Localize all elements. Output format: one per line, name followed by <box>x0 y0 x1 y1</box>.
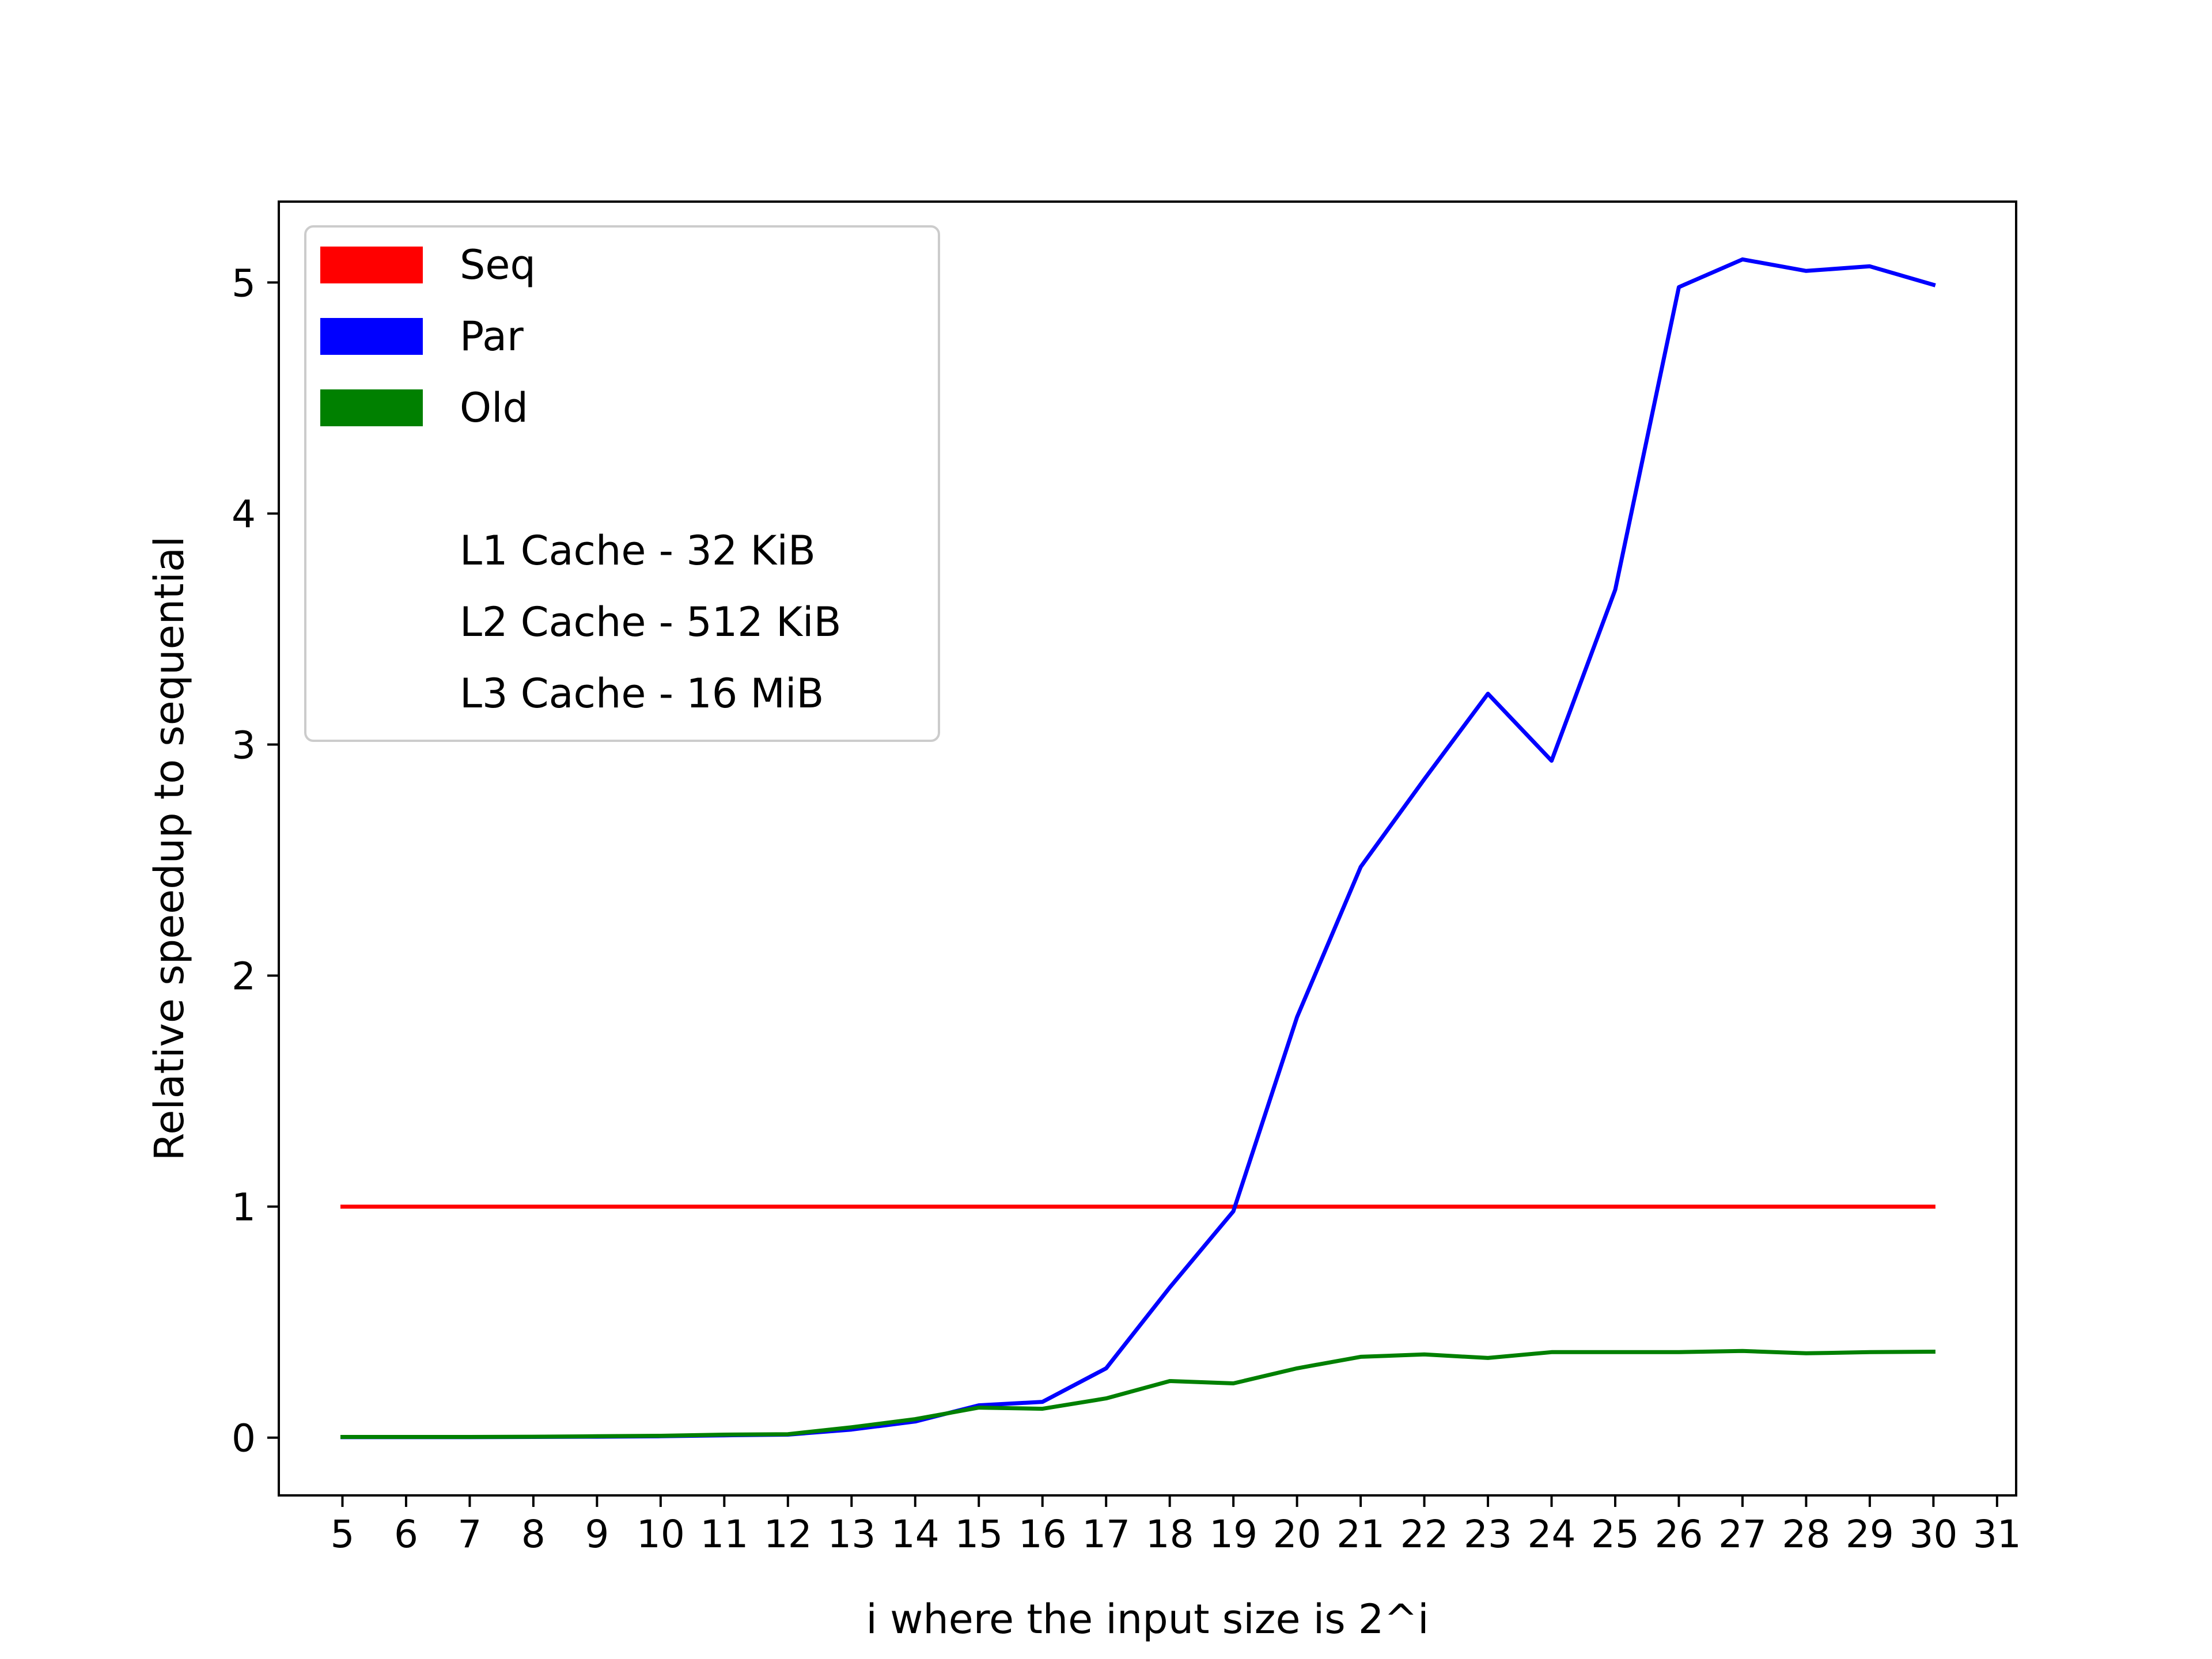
x-tick-label: 30 <box>1909 1512 1957 1556</box>
legend-note: L3 Cache - 16 MiB <box>460 670 824 717</box>
y-tick-label: 0 <box>232 1416 256 1461</box>
x-tick-label: 7 <box>457 1512 482 1556</box>
x-tick-label: 12 <box>764 1512 812 1556</box>
x-axis-ticks: 5 6 7 8 9 10 11 12 13 14 15 16 17 18 19 20 21 22 23 24 25 26 2… <box>330 1495 2021 1556</box>
legend-label-old: Old <box>460 384 528 431</box>
x-tick-label: 8 <box>521 1512 546 1556</box>
x-tick-label: 5 <box>330 1512 354 1556</box>
series-layer <box>340 257 1936 1440</box>
legend-note: L1 Cache - 32 KiB <box>460 527 816 574</box>
x-tick-label: 20 <box>1273 1512 1321 1556</box>
legend-note: L2 Cache - 512 KiB <box>460 599 841 646</box>
x-tick-label: 9 <box>585 1512 609 1556</box>
legend-swatch-old <box>320 389 423 426</box>
x-tick-label: 17 <box>1082 1512 1130 1556</box>
plot-frame <box>278 200 2017 1497</box>
y-tick-label: 2 <box>232 955 256 999</box>
y-tick-label: 3 <box>232 724 256 768</box>
x-tick-label: 25 <box>1591 1512 1639 1556</box>
x-tick-label: 29 <box>1846 1512 1894 1556</box>
y-tick-label: 5 <box>232 261 256 305</box>
x-tick-label: 19 <box>1209 1512 1257 1556</box>
x-tick-label: 24 <box>1528 1512 1576 1556</box>
x-tick-label: 6 <box>394 1512 418 1556</box>
legend-box <box>304 225 940 742</box>
legend-notes: L1 Cache - 32 KiB L2 Cache - 512 KiB L3 Ca… <box>460 527 841 717</box>
x-tick-label: 18 <box>1146 1512 1194 1556</box>
x-tick-label: 22 <box>1400 1512 1449 1556</box>
y-tick-label: 4 <box>232 492 256 536</box>
y-axis-label: Relative speedup to sequential <box>146 536 193 1161</box>
legend-entries: Seq Par Old <box>320 241 536 431</box>
x-tick-label: 21 <box>1336 1512 1385 1556</box>
legend-swatch-seq <box>320 247 423 283</box>
x-tick-label: 27 <box>1718 1512 1767 1556</box>
x-tick-label: 23 <box>1464 1512 1512 1556</box>
x-tick-label: 26 <box>1654 1512 1703 1556</box>
x-tick-label: 13 <box>827 1512 876 1556</box>
x-tick-label: 11 <box>700 1512 748 1556</box>
x-tick-label: 16 <box>1018 1512 1067 1556</box>
legend: Seq Par Old L1 Cache - 32 KiB L2 Cache - 51… <box>304 225 940 742</box>
x-tick-label: 31 <box>1973 1512 2021 1556</box>
y-tick-label: 1 <box>232 1185 256 1230</box>
y-axis-ticks: 0 1 2 3 4 5 <box>232 261 279 1461</box>
x-tick-label: 28 <box>1782 1512 1830 1556</box>
x-tick-label: 10 <box>637 1512 685 1556</box>
x-axis-label: i where the input size is 2^i <box>866 1596 1429 1643</box>
legend-label-seq: Seq <box>460 241 536 289</box>
x-tick-label: 14 <box>891 1512 940 1556</box>
series-line-old <box>340 1349 1936 1439</box>
legend-label-par: Par <box>460 313 524 360</box>
legend-swatch-par <box>320 318 423 355</box>
x-tick-label: 15 <box>955 1512 1003 1556</box>
